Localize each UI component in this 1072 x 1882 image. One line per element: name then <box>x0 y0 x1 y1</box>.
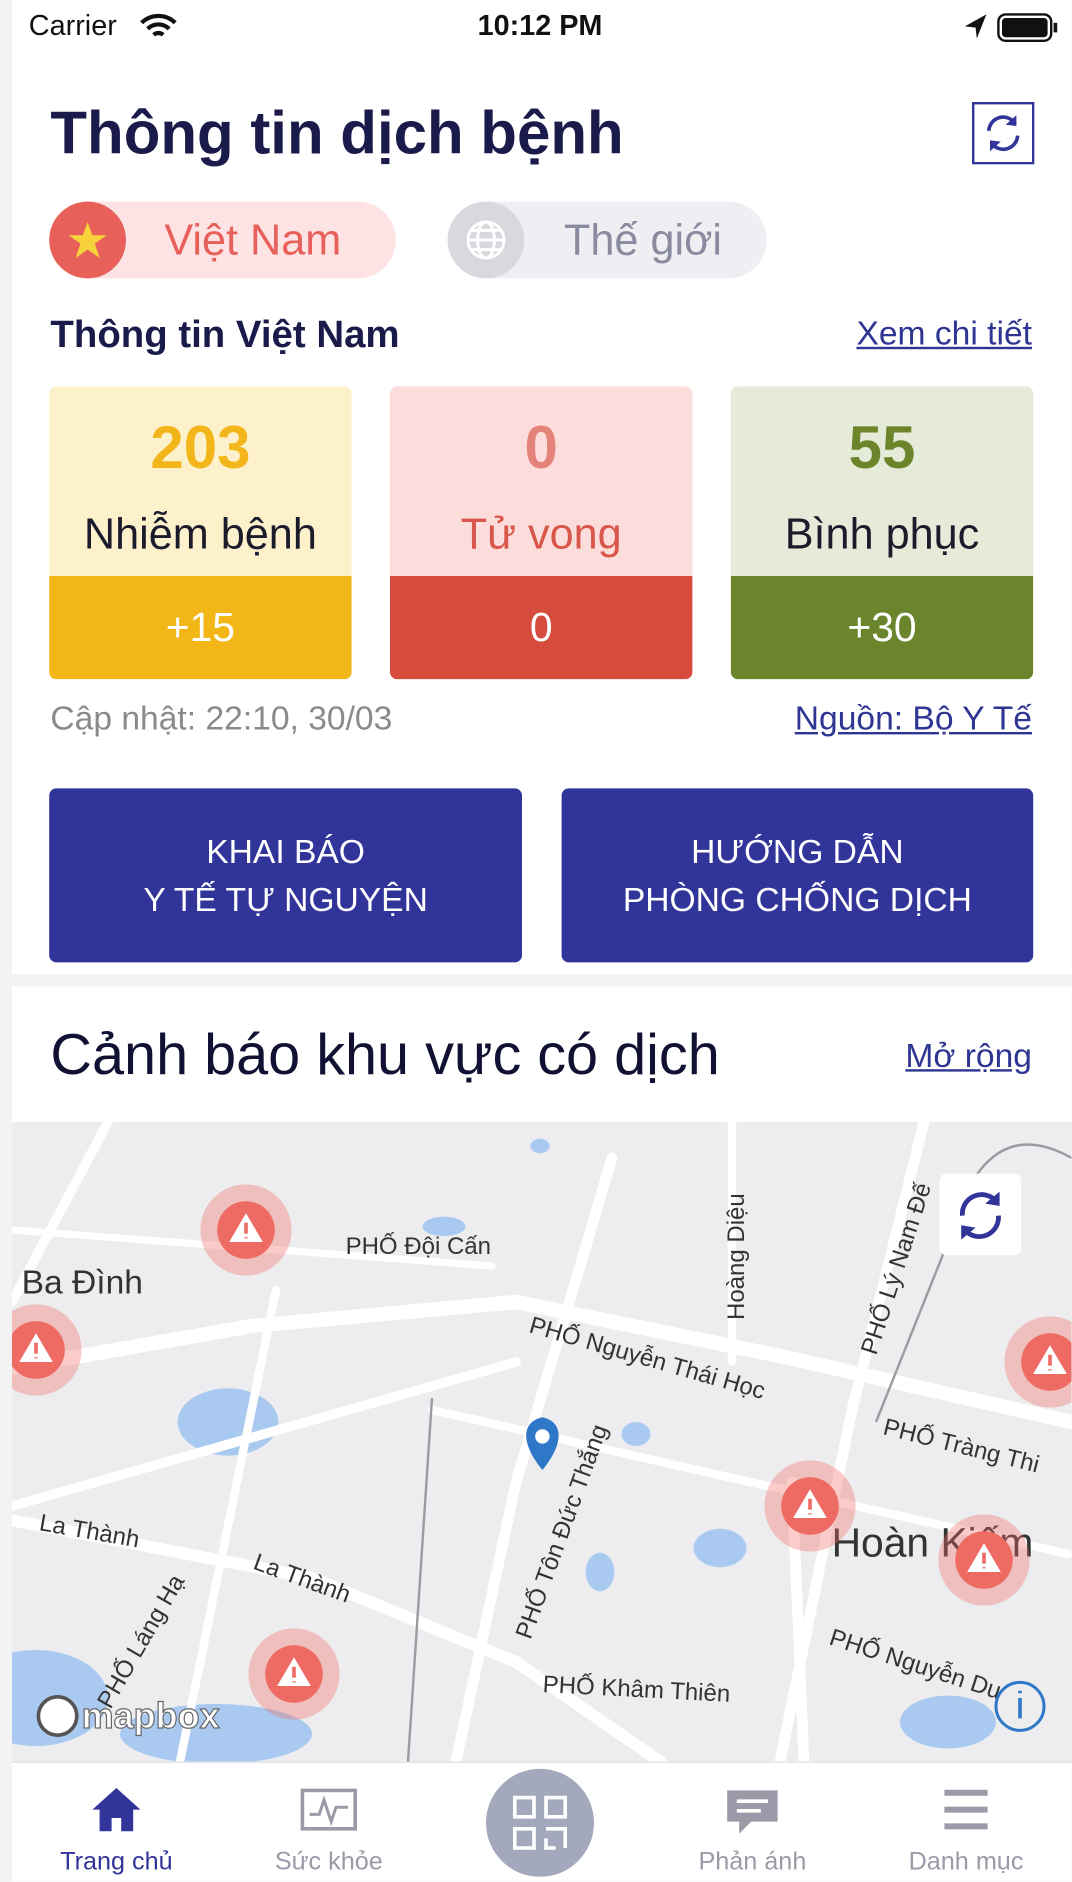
stat-change: 0 <box>390 576 693 680</box>
button-line: Y TẾ TỰ NGUYỆN <box>143 880 428 918</box>
button-line: HƯỚNG DẪN <box>691 832 904 870</box>
guide-button[interactable]: HƯỚNG DẪN PHÒNG CHỐNG DỊCH <box>561 788 1034 963</box>
location-pin-dot <box>535 1429 550 1444</box>
map-label: Ba Đình <box>22 1265 143 1302</box>
wifi-icon <box>140 13 177 37</box>
refresh-button[interactable] <box>972 102 1035 165</box>
stat-card: 55 Bình phục +30 <box>730 386 1034 680</box>
location-pin <box>526 1417 559 1470</box>
menu-icon[interactable] <box>942 1788 990 1831</box>
globe-icon <box>447 201 525 279</box>
feedback-icon[interactable] <box>725 1788 780 1836</box>
tab-label[interactable]: Trang chủ <box>60 1848 173 1876</box>
tab-world[interactable]: Thế giới <box>447 201 767 279</box>
section-title: Thông tin Việt Nam <box>50 312 400 356</box>
carrier: Carrier <box>28 9 117 43</box>
alert-marker[interactable] <box>936 1512 1032 1608</box>
map-header <box>12 986 1072 1122</box>
stat-card: 0 Tử vong 0 <box>390 386 693 680</box>
stat-change: +15 <box>49 576 352 680</box>
clock: 10:12 PM <box>477 9 603 43</box>
map[interactable]: Ba Đình PHỐ Đội Cấn PHỐ Nguyễn Thái Học … <box>12 1122 1072 1762</box>
map-refresh-button[interactable] <box>939 1173 1022 1256</box>
alert-marker[interactable] <box>246 1626 342 1722</box>
expand-link[interactable]: Mở rộng <box>905 1036 1032 1074</box>
tab-label[interactable]: Danh mục <box>908 1848 1024 1876</box>
tab-label: Việt Nam <box>164 214 342 264</box>
stat-value: 55 <box>848 414 916 482</box>
page-title: Thông tin dịch bệnh <box>50 99 624 167</box>
source-link[interactable]: Nguồn: Bộ Y Tế <box>794 699 1032 737</box>
alert-marker[interactable] <box>198 1182 294 1278</box>
qr-button[interactable] <box>486 1768 594 1877</box>
attribution: mapbox <box>82 1695 220 1736</box>
update-time: Cập nhật: 22:10, 30/03 <box>50 699 393 737</box>
declare-button[interactable]: KHAI BÁO Y TẾ TỰ NGUYỆN <box>49 788 522 963</box>
mapbox-logo: mapbox <box>36 1694 220 1738</box>
map-label: Hoàng Diệu <box>723 1193 750 1320</box>
map-title: Cảnh báo khu vực có dịch <box>50 1023 720 1088</box>
status-icons <box>964 13 1058 43</box>
alert-marker[interactable] <box>762 1458 858 1554</box>
tab-label: Thế giới <box>564 214 723 264</box>
stat-label: Bình phục <box>784 508 980 558</box>
tab-label[interactable]: Sức khỏe <box>274 1848 383 1876</box>
stat-label: Tử vong <box>460 508 622 558</box>
details-link[interactable]: Xem chi tiết <box>856 314 1032 352</box>
button-line: KHAI BÁO <box>206 832 365 870</box>
tab-label[interactable]: Phản ánh <box>698 1848 807 1876</box>
stat-value: 0 <box>524 414 558 482</box>
stat-label: Nhiễm bệnh <box>83 508 317 558</box>
stat-value: 203 <box>150 414 251 482</box>
flag-icon <box>49 201 127 279</box>
button-line: PHÒNG CHỐNG DỊCH <box>622 880 972 918</box>
health-icon[interactable] <box>300 1788 358 1831</box>
stat-change: +30 <box>730 576 1034 680</box>
home-icon[interactable] <box>90 1786 143 1834</box>
info-button[interactable] <box>994 1680 1046 1732</box>
stat-card: 203 Nhiễm bệnh +15 <box>49 386 352 680</box>
tab-vietnam[interactable]: Việt Nam <box>49 201 397 279</box>
map-label: PHỐ Đội Cấn <box>346 1232 491 1260</box>
